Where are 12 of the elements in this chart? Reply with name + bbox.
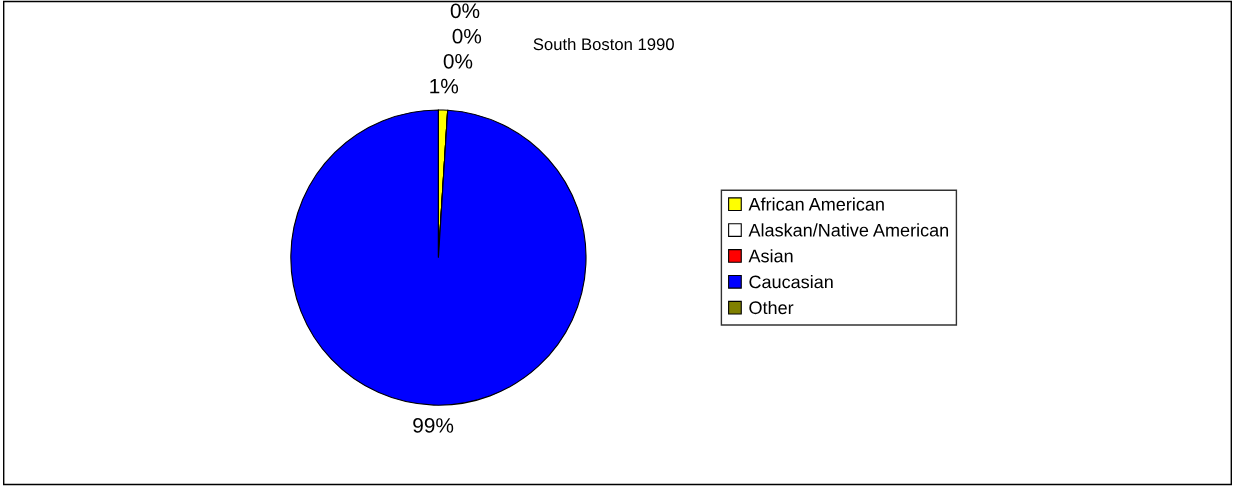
pie-slice xyxy=(290,109,587,406)
legend-label: Other xyxy=(749,300,794,315)
data-label: 1% xyxy=(430,78,459,94)
text: 0% xyxy=(452,28,482,44)
legend-label: Alaskan/Native American xyxy=(748,223,949,237)
text: 0% xyxy=(450,3,480,19)
legend-label: Asian xyxy=(748,249,793,263)
chart-title: South Boston 1990 xyxy=(533,37,674,51)
text: 0% xyxy=(443,53,473,69)
legend-label: Caucasian xyxy=(749,275,833,289)
data-label: 99% xyxy=(413,418,454,433)
legend-label: African American xyxy=(748,197,884,211)
